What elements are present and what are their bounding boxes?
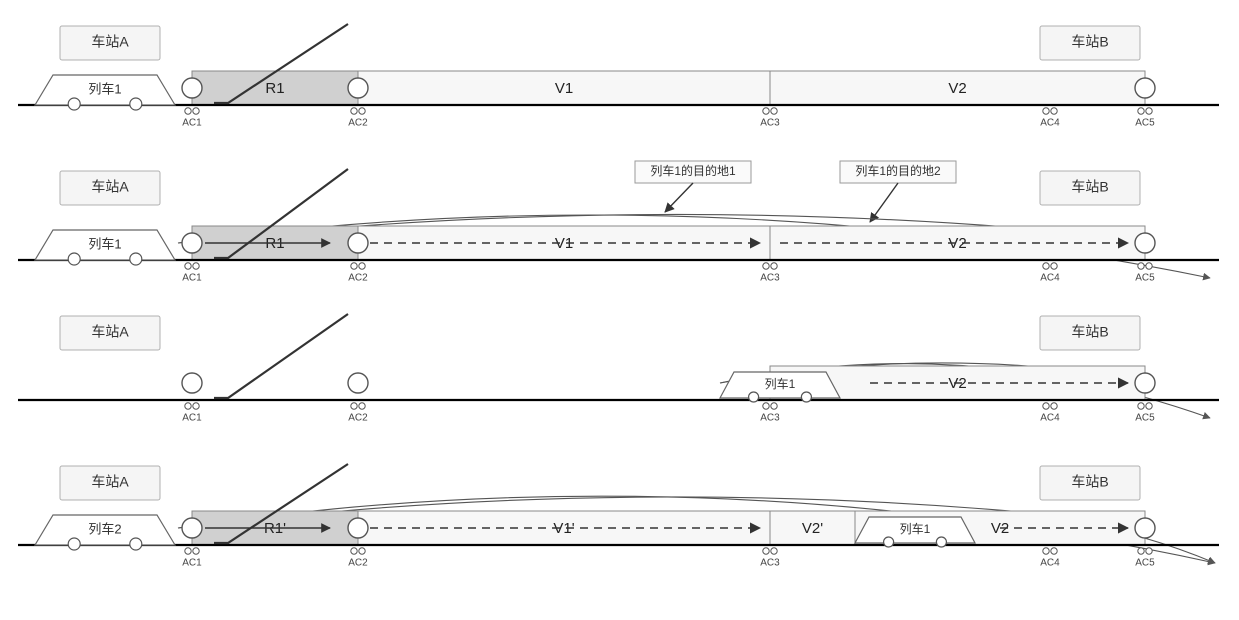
callout-label: 列车1的目的地1 [650,163,736,178]
ac-label-AC5: AC5 [1135,413,1155,424]
ac-label-AC5: AC5 [1135,558,1155,569]
ac-label-AC1: AC1 [182,118,202,129]
callout-arrow [870,183,898,222]
row2: 车站A车站B列车1的目的地1列车1的目的地2R1V1V2列车1AC1AC2AC3… [18,161,1219,284]
station-b-label: 车站B [1071,34,1108,50]
ac-label-AC4: AC4 [1040,118,1060,129]
station-b-label: 车站B [1071,474,1108,490]
signal-circle [1135,373,1155,393]
signal-circle [182,78,202,98]
station-a-label: 车站A [91,179,129,195]
signal-circle [1135,78,1155,98]
train-label: 列车1 [88,236,121,251]
signal-circle [182,518,202,538]
row3: 车站A车站BV2列车1AC1AC2AC3AC4AC5 [18,314,1219,424]
ac-label-AC1: AC1 [182,558,202,569]
train-label: 列车1 [765,376,796,391]
signal-circle [348,233,368,253]
ac-label-AC2: AC2 [348,118,368,129]
callout-arrow [665,183,693,212]
station-b-label: 车站B [1071,179,1108,195]
ac-label-AC3: AC3 [760,558,780,569]
signal-circle [182,373,202,393]
ac-label-AC5: AC5 [1135,273,1155,284]
row1: 车站A 车站B R1 V1 V2 列车1 AC1 AC2 AC3 AC4 AC5 [18,24,1219,129]
block-label: V2' [802,520,823,537]
ac-label-AC1: AC1 [182,273,202,284]
ac-label-AC4: AC4 [1040,273,1060,284]
ac-label-AC2: AC2 [348,413,368,424]
station-a-label: 车站A [91,324,129,340]
block-label: V1 [555,80,573,97]
row4: 车站A车站BR1'V1'V2'V2列车2列车1AC1AC2AC3AC4AC5 [18,464,1219,569]
station-b-label: 车站B [1071,324,1108,340]
ac-label-AC4: AC4 [1040,413,1060,424]
ac-label-AC5: AC5 [1135,118,1155,129]
ac-label-AC2: AC2 [348,558,368,569]
ac-label-AC4: AC4 [1040,558,1060,569]
ac-label-AC1: AC1 [182,413,202,424]
block-label: R1 [265,80,284,97]
train-label: 列车2 [88,521,121,536]
block-label: V2 [948,80,966,97]
ac-label-AC3: AC3 [760,118,780,129]
station-a-label: 车站A [91,474,129,490]
signal-circle [348,518,368,538]
signal-circle [348,373,368,393]
ac-label-AC2: AC2 [348,273,368,284]
signal-circle [348,78,368,98]
train-label: 列车1 [88,81,121,96]
ac-label-AC3: AC3 [760,413,780,424]
switch-line [214,314,348,398]
callout-label: 列车1的目的地2 [855,163,941,178]
ac-label-AC3: AC3 [760,273,780,284]
railway-diagram: 车站A 车站B R1 V1 V2 列车1 AC1 AC2 AC3 AC4 AC5 车站A 车站B 列车1的… [0,0,1239,620]
signal-circle [1135,233,1155,253]
signal-circle [1135,518,1155,538]
station-a-label: 车站A [91,34,129,50]
train-label: 列车1 [900,521,931,536]
signal-circle [182,233,202,253]
